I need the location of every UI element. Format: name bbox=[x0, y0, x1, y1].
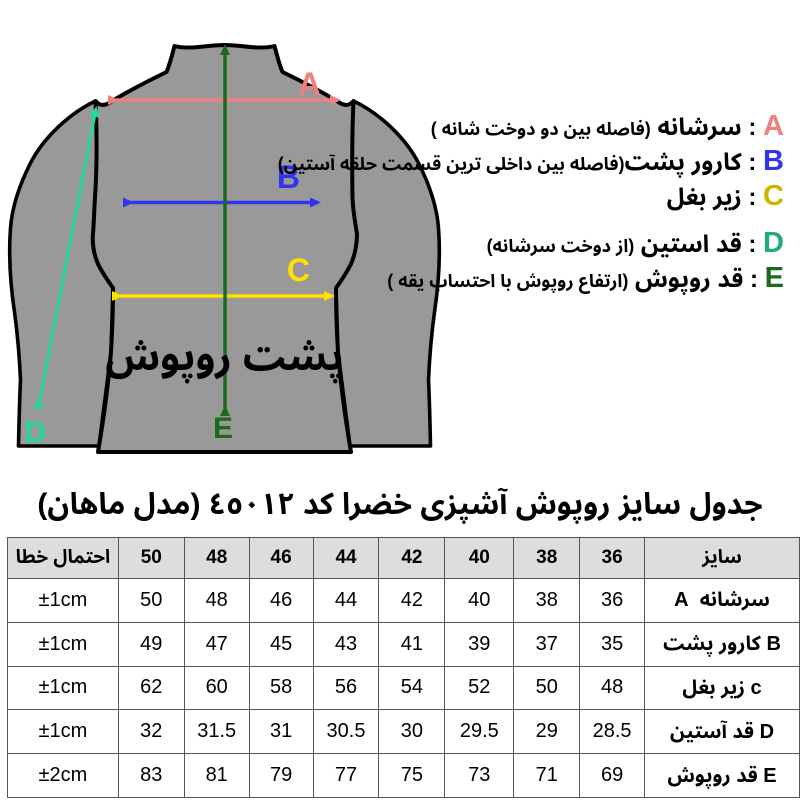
svg-text:C: C bbox=[287, 252, 310, 288]
svg-text:D: D bbox=[24, 416, 46, 449]
svg-text:A: A bbox=[298, 66, 321, 102]
svg-text:E: E bbox=[213, 412, 233, 445]
svg-text:پشت روپوش: پشت روپوش bbox=[105, 335, 343, 384]
